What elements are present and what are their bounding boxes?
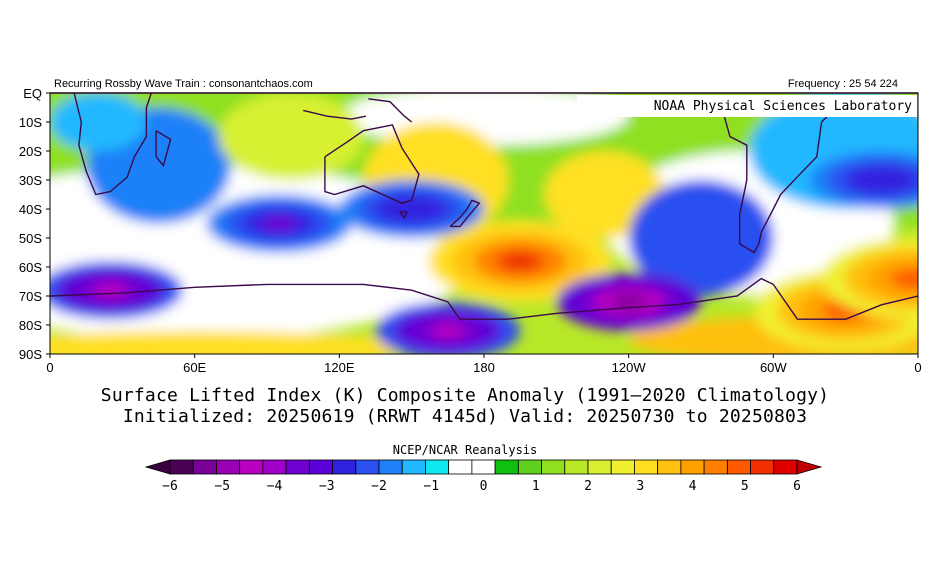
lon-label: 60E <box>183 360 206 375</box>
lon-label: 180 <box>473 360 495 375</box>
positive-anomaly-blob <box>497 251 544 272</box>
coastline <box>324 124 420 204</box>
credit-box <box>577 95 917 117</box>
lat-label: 20S <box>19 144 42 159</box>
lat-label: 90S <box>19 347 42 362</box>
coastline <box>155 130 172 167</box>
lon-label: 0 <box>914 360 921 375</box>
lon-label: 120E <box>324 360 355 375</box>
coastline <box>449 199 481 228</box>
lat-label: 40S <box>19 202 42 217</box>
lat-label: 60S <box>19 260 42 275</box>
coastline <box>368 98 413 123</box>
anomaly-band <box>628 180 774 296</box>
lon-label: 120W <box>612 360 647 375</box>
lat-label: 80S <box>19 318 42 333</box>
negative-anomaly-blob <box>260 216 298 231</box>
anomaly-band <box>50 330 412 354</box>
lat-label: 50S <box>19 231 42 246</box>
coastline <box>722 101 835 254</box>
coastline <box>50 277 918 320</box>
lon-label: 0 <box>46 360 53 375</box>
lon-label: 60W <box>760 360 787 375</box>
chart-subtitle: Initialized: 20250619 (RRWT 4145d) Valid… <box>122 406 808 427</box>
lat-label: 70S <box>19 289 42 304</box>
negative-anomaly-blob <box>92 282 129 298</box>
chart-title: Surface Lifted Index (K) Composite Anoma… <box>100 385 830 406</box>
negative-anomaly-blob <box>429 323 466 339</box>
header-frequency-label: Frequency : 25 54 224 <box>787 78 898 90</box>
anomaly-band <box>50 93 147 151</box>
negative-anomaly-blob <box>863 172 900 188</box>
negative-anomaly-blob <box>610 294 647 310</box>
header-source-label: Recurring Rossby Wave Train : consonantc… <box>54 78 313 90</box>
lat-label: EQ <box>23 86 42 101</box>
negative-anomaly-blob <box>393 201 430 217</box>
lat-label: 10S <box>19 115 42 130</box>
map-credit: NOAA Physical Sciences Laboratory <box>654 99 912 114</box>
positive-anomaly-blob <box>890 268 918 289</box>
anomaly-band <box>218 93 364 180</box>
colorbar-title: NCEP/NCAR Reanalysis <box>392 443 538 457</box>
coastline <box>73 93 152 196</box>
coastline <box>303 109 367 120</box>
coastline <box>399 211 408 220</box>
lat-label: 30S <box>19 173 42 188</box>
